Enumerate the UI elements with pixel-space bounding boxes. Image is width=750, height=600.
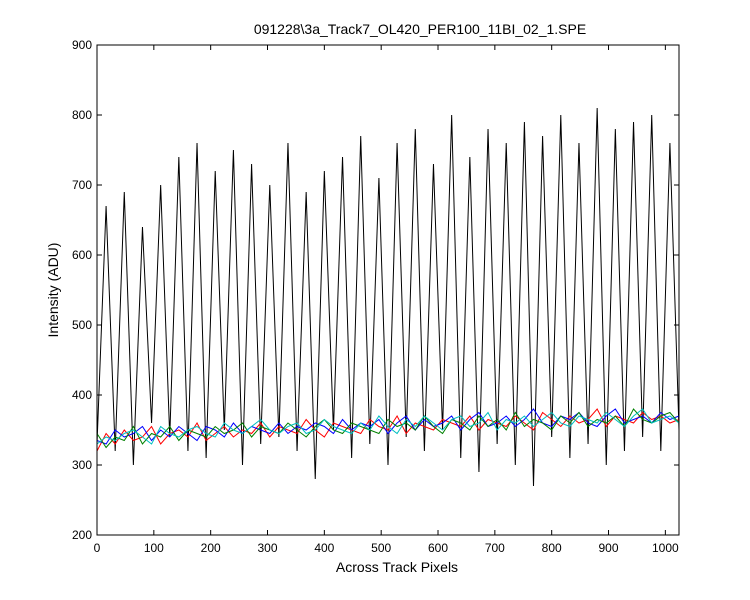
y-tick-label: 600 (72, 248, 92, 262)
y-tick-label: 900 (72, 38, 92, 52)
x-axis-label: Across Track Pixels (336, 559, 458, 575)
data-line (96, 107, 680, 487)
x-tick-label: 400 (314, 541, 334, 555)
x-tick-label: 700 (485, 541, 505, 555)
x-tick-label: 300 (257, 541, 277, 555)
data-line (96, 408, 680, 445)
y-axis-label: Intensity (ADU) (45, 243, 61, 338)
y-tick-label: 300 (72, 458, 92, 472)
x-tick-label: 500 (371, 541, 391, 555)
data-line (96, 408, 680, 445)
y-tick-label: 200 (72, 528, 92, 542)
x-tick-label: 1000 (652, 541, 679, 555)
x-tick-label: 0 (94, 541, 101, 555)
x-tick-label: 200 (201, 541, 221, 555)
y-tick-label: 500 (72, 318, 92, 332)
x-tick-label: 800 (542, 541, 562, 555)
y-tick-label: 800 (72, 108, 92, 122)
x-tick-label: 900 (599, 541, 619, 555)
x-tick-label: 600 (428, 541, 448, 555)
y-tick-label: 700 (72, 178, 92, 192)
x-tick-label: 100 (144, 541, 164, 555)
y-tick-label: 400 (72, 388, 92, 402)
plot-frame (96, 44, 680, 536)
chart-title: 091228\3a_Track7_OL420_PER100_11BI_02_1.… (254, 21, 586, 37)
